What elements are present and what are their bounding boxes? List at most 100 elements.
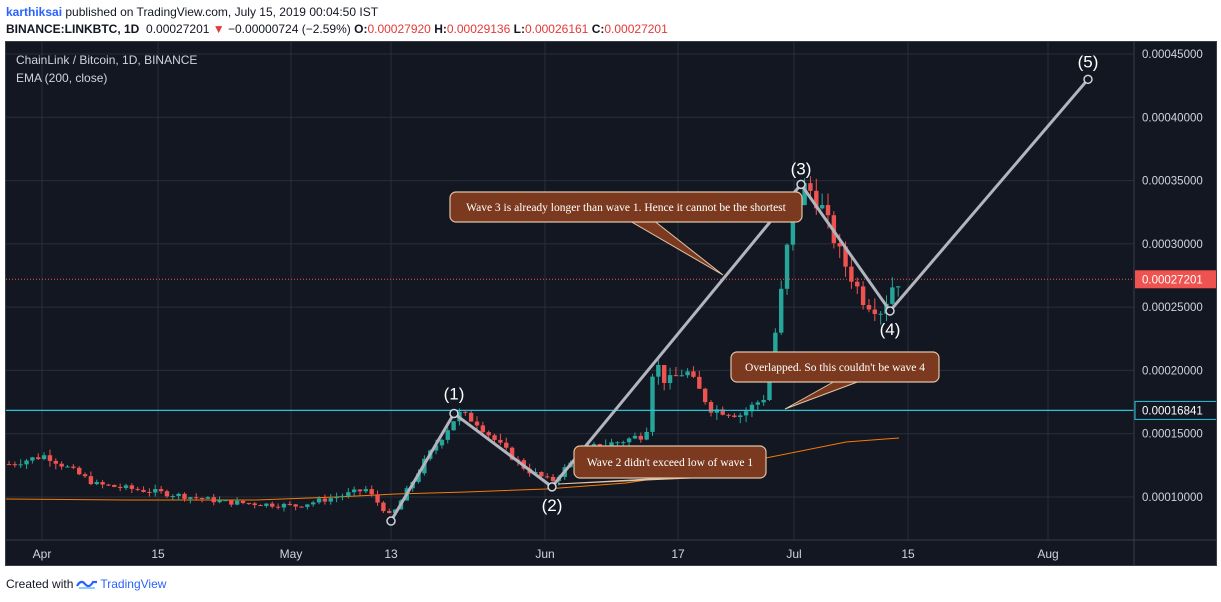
candle-body [790,209,796,245]
ema-legend[interactable]: EMA (200, close) [16,71,108,85]
candle-body [504,442,509,448]
x-tick-label: 13 [384,547,398,561]
x-tick-label: 17 [671,547,685,561]
candle-body [188,497,193,499]
candle-body [240,500,246,504]
x-tick-label: Aug [1037,547,1058,561]
candle-body [732,415,737,418]
candle-body [357,489,363,492]
support-price-tag: 0.00016841 [1142,405,1203,417]
candle-body [545,476,550,478]
candle-body [609,442,614,446]
candle-body [808,183,813,191]
candle-body [843,246,848,267]
callout-pointer [629,221,724,276]
candle-body [211,497,216,503]
wave-point-handle[interactable] [1083,74,1093,85]
candle-body [18,464,23,466]
candle-body [866,305,872,310]
candle-body [708,402,714,413]
candle-body [439,439,445,446]
candle-body [363,489,369,492]
tradingview-link[interactable]: TradingView [76,577,166,591]
candle-body [164,491,170,497]
support-price-tag-bg [1135,401,1216,420]
last-price: 0.00027201 [146,22,210,36]
wave-point-handle[interactable] [547,482,557,492]
candle-body [691,371,696,377]
candle-body [509,447,515,460]
candle-body [433,445,439,451]
candle-body [12,464,18,466]
candle-body [673,375,679,377]
x-tick-label: 15 [901,547,915,561]
wave-point-handle[interactable] [386,516,396,526]
candle-body [217,500,222,503]
annotation-wave4[interactable]: Overlapped. So this couldn't be wave 4 [730,351,940,410]
candle-body [591,444,597,446]
candle-body [71,466,76,468]
candle-body [246,503,252,505]
candle-body [82,474,88,477]
candle-body [234,500,240,505]
candle-body [819,205,825,209]
candle-body [229,500,234,505]
candle-body [223,500,228,502]
candle-body [802,183,807,205]
candle-body [328,498,333,502]
candle-body [872,309,877,314]
wave-label-2: (2) [542,496,563,515]
candle-body [685,371,690,376]
candle-body [644,431,649,440]
candle-body [351,489,357,493]
candle-body [738,415,743,418]
candle-body [346,492,351,496]
wave-point-handle[interactable] [796,179,806,190]
candle-body [205,497,211,499]
wave-label-1: (1) [444,384,465,403]
x-tick-label: Jun [535,547,554,561]
candle-body [59,463,64,467]
candle-body [88,476,94,485]
candle-body [755,402,760,405]
wave-point-handle[interactable] [449,408,459,419]
callout-text: Wave 2 didn't exceed low of wave 1 [587,457,753,469]
candle-body [761,400,766,403]
last-price-tag-bg [1135,270,1216,289]
wave-point-handle[interactable] [885,306,895,316]
publish-info: karthiksai published on TradingView.com,… [6,5,378,21]
symbol-legend[interactable]: ChainLink / Bitcoin, 1D, BINANCE [16,53,198,67]
candle-body [106,484,111,486]
candle-body [182,493,187,499]
ema-line [6,437,900,501]
candle-body [468,412,474,422]
candle-body [135,488,140,490]
candle-body [112,484,117,487]
chart-pane[interactable]: (1) (2) (3) (4) (5) Wave 3 is already longer… [5,41,1217,566]
annotation-wave3[interactable]: Wave 3 is already longer than wave 1. He… [449,191,803,276]
high-value: 0.00029136 [446,22,511,36]
candle-body [749,404,755,412]
candle-body [498,439,503,443]
x-tick-label: Apr [33,547,52,561]
candle-body [299,506,304,508]
annotation-wave2[interactable]: Wave 2 didn't exceed low of wave 1 [557,445,767,485]
candle-body [41,455,47,460]
candle-body [340,495,345,498]
elliott-wave-line [389,78,1090,522]
price-chart[interactable]: (1) (2) (3) (4) (5) Wave 3 is already longer… [6,42,1217,566]
candle-body [123,485,129,488]
last-price-tag: 0.00027201 [1142,274,1203,286]
candle-body [679,375,684,377]
candle-body [387,511,392,513]
candle-body [890,287,895,304]
wave-label-3: (3) [791,159,812,178]
candle-body [77,467,82,475]
author-link[interactable]: karthiksai [6,5,63,19]
candle-body [445,430,450,440]
candle-body [463,411,468,413]
candle-body [650,376,655,432]
candle-body [621,442,626,444]
wave-label-4: (4) [880,320,901,339]
candle-body [316,498,322,503]
